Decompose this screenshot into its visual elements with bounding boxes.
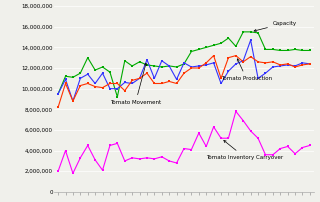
Text: Tomato Movement: Tomato Movement [110, 63, 161, 105]
Text: Capacity: Capacity [254, 21, 297, 32]
Text: Tomato Inventory Carryover: Tomato Inventory Carryover [206, 140, 283, 160]
Text: Tomato Production: Tomato Production [221, 59, 272, 81]
